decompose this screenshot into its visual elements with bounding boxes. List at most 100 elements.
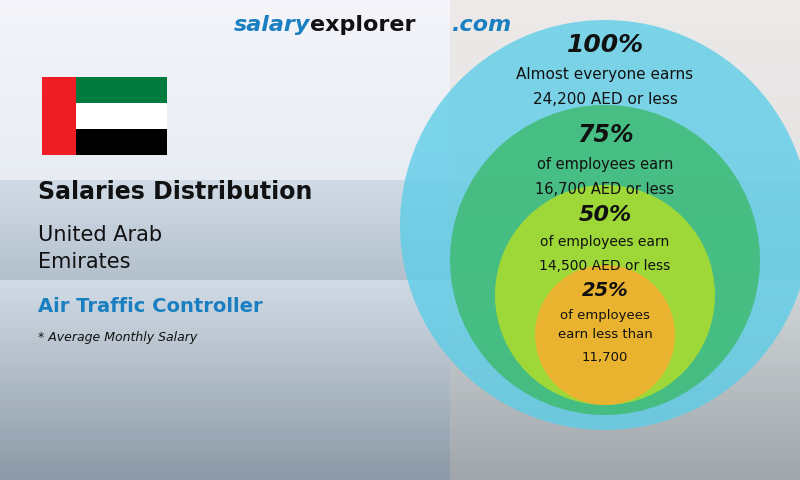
Bar <box>0 185 800 187</box>
Circle shape <box>535 265 675 405</box>
Bar <box>0 304 800 312</box>
Bar <box>0 64 800 72</box>
Bar <box>0 270 800 272</box>
Bar <box>0 197 800 198</box>
Bar <box>0 368 800 376</box>
Bar <box>0 310 800 313</box>
Bar <box>0 450 800 453</box>
Bar <box>0 340 800 343</box>
Bar <box>0 467 800 470</box>
Bar <box>0 202 800 204</box>
Bar <box>0 104 800 112</box>
Bar <box>0 400 800 403</box>
Bar <box>0 288 800 296</box>
Bar <box>0 290 800 293</box>
Circle shape <box>450 105 760 415</box>
Bar <box>0 396 800 400</box>
Bar <box>0 212 800 213</box>
Bar <box>0 16 800 24</box>
Bar <box>0 195 800 197</box>
Bar <box>0 181 800 183</box>
Bar <box>0 384 800 387</box>
Bar <box>0 287 800 290</box>
Bar <box>0 247 800 248</box>
Bar <box>0 260 800 262</box>
Bar <box>0 228 800 230</box>
Bar <box>76 103 167 129</box>
Text: explorer: explorer <box>310 15 415 35</box>
Bar <box>0 88 800 96</box>
Bar <box>0 307 800 310</box>
Bar <box>0 413 800 417</box>
Bar <box>0 283 800 287</box>
Text: earn less than: earn less than <box>558 328 652 341</box>
Bar <box>0 264 800 265</box>
Bar <box>0 233 800 235</box>
Bar <box>0 252 800 253</box>
Bar <box>0 223 800 225</box>
Bar <box>0 258 800 260</box>
Bar <box>0 278 800 280</box>
Bar <box>0 440 800 444</box>
Bar <box>0 464 800 472</box>
Bar <box>0 444 800 447</box>
Bar <box>0 80 800 88</box>
Bar <box>0 470 800 473</box>
Bar <box>0 245 800 247</box>
Text: Almost everyone earns: Almost everyone earns <box>517 68 694 83</box>
Bar <box>0 352 800 360</box>
Text: 100%: 100% <box>566 33 643 57</box>
Text: salary: salary <box>234 15 310 35</box>
Bar <box>0 188 800 190</box>
Bar <box>0 96 800 104</box>
Bar <box>0 327 800 330</box>
Bar <box>0 272 800 280</box>
Bar <box>0 360 800 368</box>
Bar <box>0 241 800 243</box>
Bar <box>0 237 800 239</box>
Bar <box>0 410 800 413</box>
Bar <box>0 128 800 136</box>
Bar <box>0 330 800 333</box>
Bar <box>0 235 800 237</box>
Text: 16,700 AED or less: 16,700 AED or less <box>535 182 674 197</box>
Bar <box>0 268 800 270</box>
Bar <box>0 210 800 212</box>
Bar <box>0 437 800 440</box>
Bar <box>0 8 800 16</box>
Bar <box>0 432 800 440</box>
Bar <box>0 193 800 195</box>
Bar <box>0 390 800 393</box>
Bar <box>0 336 800 344</box>
Bar <box>0 144 800 152</box>
Bar <box>0 280 800 283</box>
Bar <box>0 220 800 222</box>
Bar <box>0 317 800 320</box>
Text: Emirates: Emirates <box>38 252 130 272</box>
Bar <box>0 192 800 193</box>
Bar <box>0 190 800 192</box>
Bar <box>76 129 167 155</box>
Bar <box>0 473 800 477</box>
Bar <box>0 376 800 384</box>
Text: Salaries Distribution: Salaries Distribution <box>38 180 312 204</box>
Text: 11,700: 11,700 <box>582 351 628 364</box>
Text: 25%: 25% <box>582 280 628 300</box>
Bar <box>0 218 800 220</box>
Bar <box>0 423 800 427</box>
Bar <box>0 353 800 357</box>
Bar <box>0 248 800 256</box>
Bar <box>0 273 800 275</box>
Bar <box>0 120 800 128</box>
Bar <box>0 232 800 233</box>
Bar <box>0 280 800 288</box>
Bar <box>0 24 800 32</box>
Bar <box>0 357 800 360</box>
Bar <box>0 367 800 370</box>
Text: 24,200 AED or less: 24,200 AED or less <box>533 93 678 108</box>
Bar <box>0 333 800 336</box>
Bar <box>0 216 800 224</box>
Bar <box>0 232 800 240</box>
Text: .com: .com <box>452 15 512 35</box>
Bar <box>0 430 800 433</box>
